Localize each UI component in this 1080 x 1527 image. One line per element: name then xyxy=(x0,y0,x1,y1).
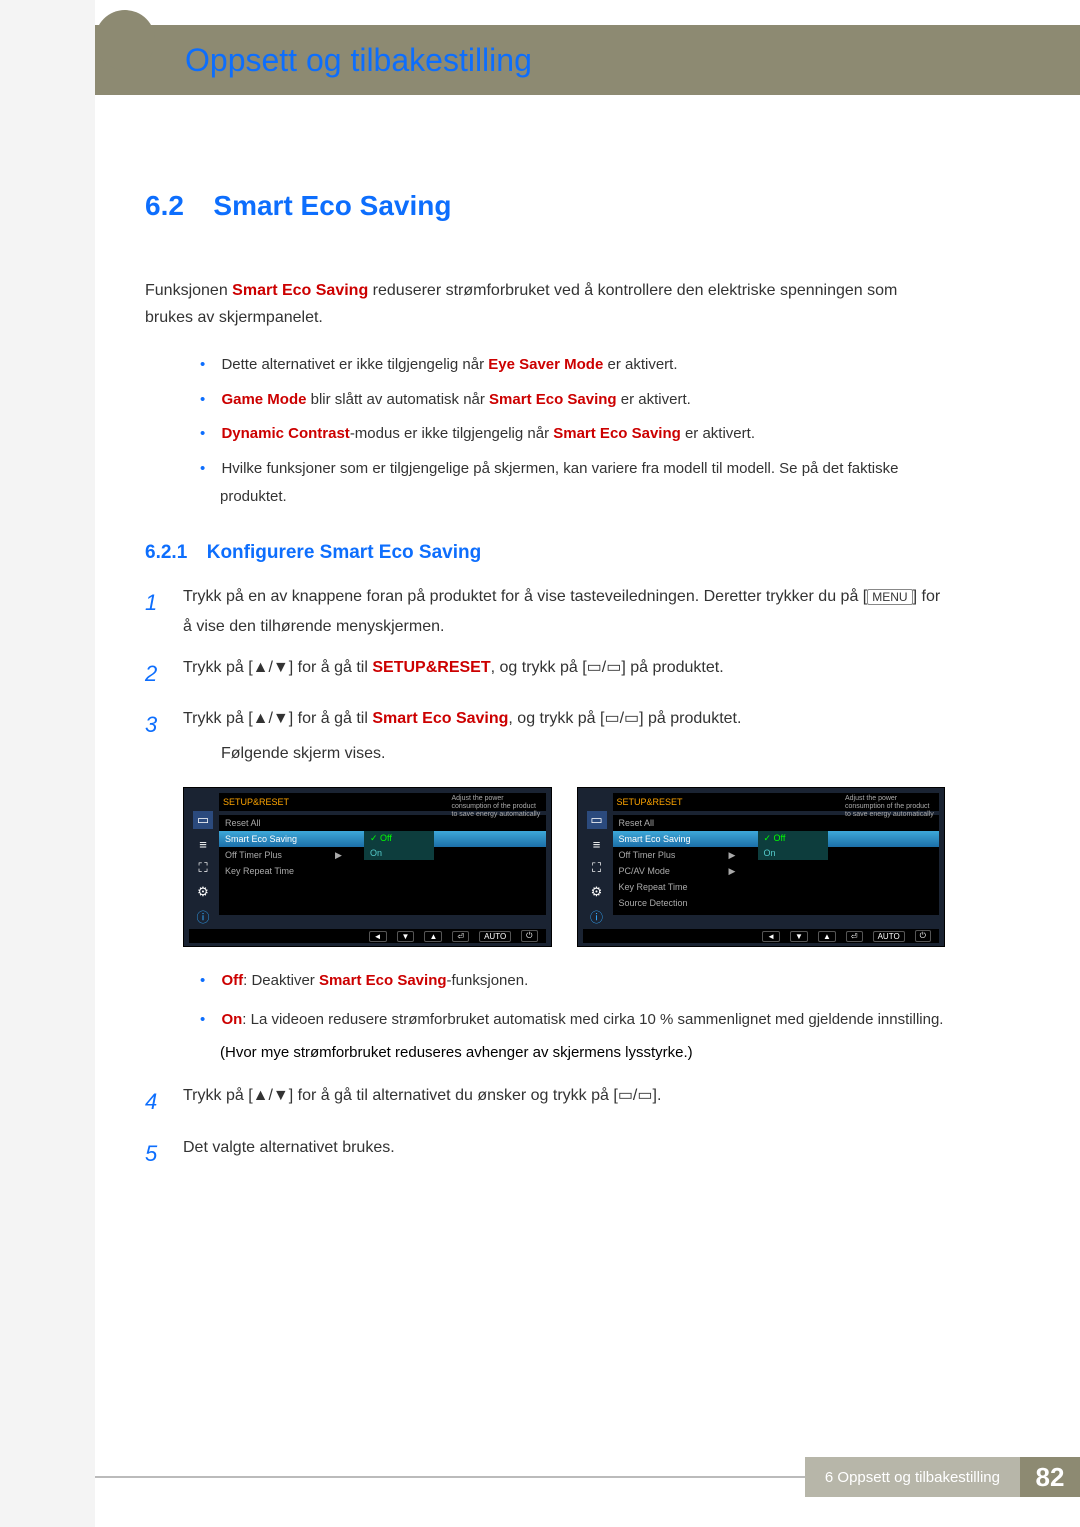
list-icon: ≡ xyxy=(587,835,607,853)
left-margin xyxy=(0,0,95,1527)
osd-header: SETUP&RESET Adjust the power consumption… xyxy=(219,793,546,811)
resize-icon: ⛶ xyxy=(193,859,213,877)
step-body: Trykk på [▲/▼] for å gå til alternativet… xyxy=(183,1081,945,1123)
step-body: Trykk på en av knappene foran på produkt… xyxy=(183,582,945,643)
option-bullets: Off: Deaktiver Smart Eco Saving-funksjon… xyxy=(220,967,945,1034)
osd-menu-list: Reset All Smart Eco Saving ✓ Off On Off … xyxy=(613,815,940,915)
chapter-title: Oppsett og tilbakestilling xyxy=(185,42,532,79)
osd-tooltip: Adjust the power consumption of the prod… xyxy=(452,795,542,818)
intro-keyword: Smart Eco Saving xyxy=(232,282,368,299)
bullet-item: Hvilke funksjoner som er tilgjengelige p… xyxy=(220,455,945,512)
osd-screen-2: SETUP&RESET Adjust the power consumption… xyxy=(577,787,946,947)
step: 4 Trykk på [▲/▼] for å gå til alternativ… xyxy=(145,1081,945,1123)
step: 3 Trykk på [▲/▼] for å gå til Smart Eco … xyxy=(145,704,945,769)
header-bar: Oppsett og tilbakestilling xyxy=(95,25,1080,95)
step: 2 Trykk på [▲/▼] for å gå til SETUP&RESE… xyxy=(145,653,945,695)
osd-screenshots: SETUP&RESET Adjust the power consumption… xyxy=(183,787,945,947)
footer-page-number: 82 xyxy=(1020,1457,1080,1497)
subsection-number: 6.2.1 xyxy=(145,542,187,564)
note-text: (Hvor mye strømforbruket reduseres avhen… xyxy=(220,1044,945,1061)
page: Oppsett og tilbakestilling 6.2 Smart Eco… xyxy=(0,0,1080,1527)
monitor-icon: ▭ xyxy=(587,811,607,829)
osd-row: Key Repeat Time xyxy=(219,863,546,879)
bullet-item: Dynamic Contrast-modus er ikke tilgjenge… xyxy=(220,420,945,449)
osd-option-off: ✓ Off xyxy=(364,831,434,846)
osd-dropdown: ✓ Off On xyxy=(364,831,434,860)
osd-option-on: On xyxy=(364,846,434,860)
osd-row: PC/AV Mode▶ xyxy=(613,863,940,879)
step-body: Det valgte alternativet brukes. xyxy=(183,1133,945,1175)
option-off: Off: Deaktiver Smart Eco Saving-funksjon… xyxy=(220,967,945,996)
footer-label: 6 Oppsett og tilbakestilling xyxy=(805,1457,1020,1497)
osd-side-icons: ▭ ≡ ⛶ ⚙ ⓘ xyxy=(583,811,611,925)
content-area: 6.2 Smart Eco Saving Funksjonen Smart Ec… xyxy=(95,190,995,1185)
osd-nav-bar: ◄▼▲⏎AUTO⏻ xyxy=(189,929,546,943)
list-icon: ≡ xyxy=(193,835,213,853)
following-text: Følgende skjerm vises. xyxy=(221,739,945,769)
subsection-heading: 6.2.1 Konfigurere Smart Eco Saving xyxy=(145,542,945,564)
step: 1 Trykk på en av knappene foran på produ… xyxy=(145,582,945,643)
step-number: 3 xyxy=(145,704,183,769)
info-bullets: Dette alternativet er ikke tilgjengelig … xyxy=(220,351,945,512)
step-number: 5 xyxy=(145,1133,183,1175)
osd-nav-bar: ◄▼▲⏎AUTO⏻ xyxy=(583,929,940,943)
osd-dropdown: ✓ Off On xyxy=(758,831,828,860)
chapter-badge xyxy=(95,10,155,70)
footer: 6 Oppsett og tilbakestilling 82 xyxy=(95,1457,1080,1497)
footer-rule xyxy=(95,1476,805,1497)
osd-header: SETUP&RESET Adjust the power consumption… xyxy=(613,793,940,811)
info-icon: ⓘ xyxy=(587,907,607,925)
subsection-title: Konfigurere Smart Eco Saving xyxy=(207,542,482,564)
osd-option-on: On xyxy=(758,846,828,860)
monitor-icon: ▭ xyxy=(193,811,213,829)
option-on: On: La videoen redusere strømforbruket a… xyxy=(220,1006,945,1035)
bullet-item: Game Mode blir slått av automatisk når S… xyxy=(220,386,945,415)
gear-icon: ⚙ xyxy=(193,883,213,901)
step-number: 4 xyxy=(145,1081,183,1123)
osd-menu-list: Reset All Smart Eco Saving ✓ Off On Off … xyxy=(219,815,546,915)
osd-row: Source Detection xyxy=(613,895,940,911)
intro-paragraph: Funksjonen Smart Eco Saving reduserer st… xyxy=(145,277,945,331)
section-title: Smart Eco Saving xyxy=(213,190,451,222)
osd-side-icons: ▭ ≡ ⛶ ⚙ ⓘ xyxy=(189,811,217,925)
gear-icon: ⚙ xyxy=(587,883,607,901)
osd-tooltip: Adjust the power consumption of the prod… xyxy=(845,795,935,818)
step-number: 1 xyxy=(145,582,183,643)
step-body: Trykk på [▲/▼] for å gå til SETUP&RESET,… xyxy=(183,653,945,695)
section-number: 6.2 xyxy=(145,190,184,222)
info-icon: ⓘ xyxy=(193,907,213,925)
osd-option-off: ✓ Off xyxy=(758,831,828,846)
section-heading: 6.2 Smart Eco Saving xyxy=(145,190,945,222)
steps-list-cont: 4 Trykk på [▲/▼] for å gå til alternativ… xyxy=(145,1081,945,1175)
intro-prefix: Funksjonen xyxy=(145,282,228,299)
step-body: Trykk på [▲/▼] for å gå til Smart Eco Sa… xyxy=(183,704,945,769)
menu-key: MENU xyxy=(867,589,912,605)
steps-list: 1 Trykk på en av knappene foran på produ… xyxy=(145,582,945,769)
osd-screen-1: SETUP&RESET Adjust the power consumption… xyxy=(183,787,552,947)
step: 5 Det valgte alternativet brukes. xyxy=(145,1133,945,1175)
bullet-item: Dette alternativet er ikke tilgjengelig … xyxy=(220,351,945,380)
resize-icon: ⛶ xyxy=(587,859,607,877)
step-number: 2 xyxy=(145,653,183,695)
osd-row: Key Repeat Time xyxy=(613,879,940,895)
